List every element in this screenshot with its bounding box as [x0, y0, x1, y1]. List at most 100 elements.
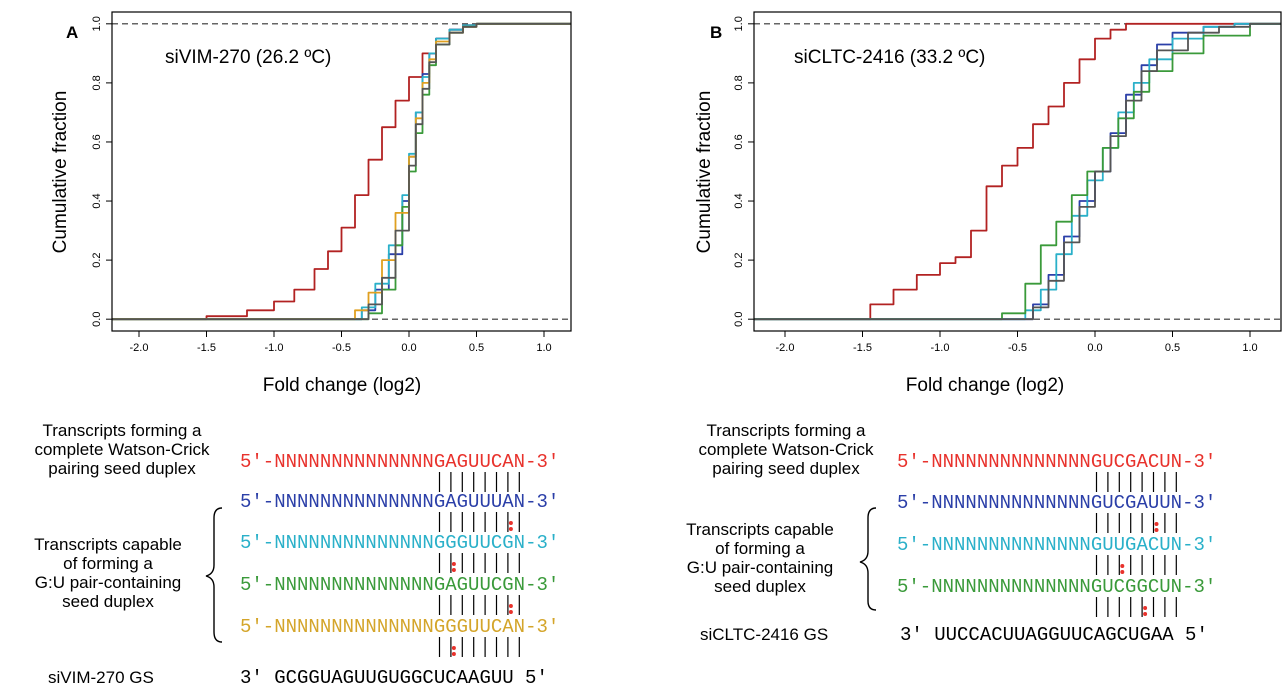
- panel-a-y-tick-label-0: 0.0: [91, 312, 103, 327]
- alignment-a-row-2-prefix: 5′-NNNNNNNNNNNNNN: [240, 532, 434, 554]
- alignment-b-row-0-seed: GUCGACUN: [1091, 451, 1182, 473]
- panel-a-x-tick-label-2: -1.0: [265, 342, 284, 354]
- alignment-a-row-0-prefix: 5′-NNNNNNNNNNNNNN: [240, 451, 434, 473]
- alignment-a-row-4-prefix: 5′-NNNNNNNNNNNNNN: [240, 616, 434, 638]
- panel-a-y-tick-label-2: 0.4: [91, 193, 103, 208]
- alignment-a-row-0: 5′-NNNNNNNNNNNNNNGAGUUCAN-3′: [240, 451, 559, 473]
- alignment-b-guide-label: siCLTC-2416 GS: [700, 625, 828, 644]
- alignment-b-row-2-seed: GUUGACUN: [1091, 534, 1182, 556]
- panel-b-letter: B: [710, 23, 722, 42]
- alignment-a-row-3-prefix: 5′-NNNNNNNNNNNNNN: [240, 574, 434, 596]
- alignment-b-row-3-suffix: -3′: [1182, 576, 1216, 598]
- alignment-a-perfect-caption-2: complete Watson-Crick: [34, 440, 210, 459]
- alignment-b-row-1-wobble-dot-bottom: [1154, 528, 1159, 532]
- panel-a-y-tick-label-3: 0.6: [91, 134, 103, 149]
- panel-a-x-tick-label-4: 0.0: [401, 342, 416, 354]
- alignment-b-perfect-caption-1: Transcripts forming a: [706, 421, 866, 440]
- panel-b-y-tick-label-1: 0.2: [733, 252, 745, 267]
- alignment-b-guide-sequence: 3′ UUCCACUUAGGUUCAGCUGAA 5′: [900, 624, 1208, 646]
- panel-b-series-line-4: [754, 22, 1281, 321]
- panel-a-x-tick-label-0: -2.0: [130, 342, 149, 354]
- panel-a-x-tick-label-5: 0.5: [469, 342, 484, 354]
- panel-b-x-tick-label-5: 0.5: [1165, 342, 1180, 354]
- alignment-a-gu-caption-1: Transcripts capable: [34, 535, 182, 554]
- panel-b-x-tick-label-2: -1.0: [931, 342, 950, 354]
- panel-a-series-line-5: [112, 22, 571, 321]
- alignment-b-gu-caption-4: seed duplex: [714, 577, 806, 596]
- panel-b-y-tick-label-0: 0.0: [733, 312, 745, 327]
- panel-a-x-tick-label-6: 1.0: [536, 342, 551, 354]
- alignment-a-row-1-wobble-dot-bottom: [508, 527, 513, 531]
- alignment-a-row-1-seed: GAGUUUAN: [434, 491, 525, 513]
- alignment-b-row-1-suffix: -3′: [1182, 492, 1216, 514]
- alignment-b-row-2-wobble-dot-bottom: [1120, 570, 1125, 574]
- alignment-b-row-1: 5′-NNNNNNNNNNNNNNGUCGAUUN-3′: [897, 492, 1216, 514]
- alignment-a-gu-caption-4: seed duplex: [62, 592, 154, 611]
- panel-a-y-tick-label-5: 1.0: [91, 16, 103, 31]
- alignment-a-row-2-wobble-dot-bottom: [451, 568, 456, 572]
- alignment-b-row-0: 5′-NNNNNNNNNNNNNNGUCGACUN-3′: [897, 451, 1216, 473]
- panel-a-x-axis-title: Fold change (log2): [263, 375, 421, 396]
- panel-b-y-tick-label-4: 0.8: [733, 75, 745, 90]
- alignment-b-row-2-wobble-dot-top: [1120, 564, 1125, 568]
- panel-a-y-axis-title: Cumulative fraction: [50, 91, 71, 254]
- panel-b-x-axis-title: Fold change (log2): [906, 375, 1064, 396]
- panel-b-series-line-1: [754, 22, 1281, 321]
- alignment-a-row-4-suffix: -3′: [525, 616, 559, 638]
- alignment-a-row-3-suffix: -3′: [525, 574, 559, 596]
- alignment-a-row-1-prefix: 5′-NNNNNNNNNNNNNN: [240, 491, 434, 513]
- panel-b-x-tick-label-3: -0.5: [1008, 342, 1027, 354]
- alignment-b-row-3-seed: GUCGGCUN: [1091, 576, 1182, 598]
- panel-a-y-tick-label-4: 0.8: [91, 75, 103, 90]
- panel-a-series-line-3: [112, 22, 571, 321]
- alignment-a-row-3-wobble-dot-top: [508, 604, 513, 608]
- panel-b-y-axis-title: Cumulative fraction: [694, 91, 715, 254]
- alignment-a-perfect-caption-1: Transcripts forming a: [42, 421, 202, 440]
- alignment-b-row-3-prefix: 5′-NNNNNNNNNNNNNN: [897, 576, 1091, 598]
- alignment-a-row-3: 5′-NNNNNNNNNNNNNNGAGUUCGN-3′: [240, 574, 559, 596]
- alignment-b-brace: [859, 507, 877, 611]
- alignment-b-row-0-suffix: -3′: [1182, 451, 1216, 473]
- panel-a-chart: A siVIM-270 (26.2 ºC) Fold change (log2)…: [50, 11, 572, 396]
- alignment-a-row-4-wobble-dot-bottom: [451, 652, 456, 656]
- alignment-b-gu-caption-2: of forming a: [715, 539, 805, 558]
- alignment-a-row-2: 5′-NNNNNNNNNNNNNNGGGUUCGN-3′: [240, 532, 559, 554]
- alignment-a-gu-caption-2: of forming a: [63, 554, 153, 573]
- alignment-a-row-1: 5′-NNNNNNNNNNNNNNGAGUUUAN-3′: [240, 491, 559, 513]
- alignment-a-row-1-wobble-dot-top: [508, 521, 513, 525]
- alignment-b-row-2-suffix: -3′: [1182, 534, 1216, 556]
- alignment-b-row-0-prefix: 5′-NNNNNNNNNNNNNN: [897, 451, 1091, 473]
- alignment-b-row-1-prefix: 5′-NNNNNNNNNNNNNN: [897, 492, 1091, 514]
- panel-a-series-line-1: [112, 22, 571, 321]
- alignment-b-row-1-wobble-dot-top: [1154, 522, 1159, 526]
- alignment-b-perfect-caption-3: pairing seed duplex: [712, 459, 860, 478]
- panel-a-y-tick-label-1: 0.2: [91, 252, 103, 267]
- panel-a-series-line-4: [112, 22, 571, 321]
- alignment-b: Transcripts forming a complete Watson-Cr…: [686, 421, 1216, 646]
- panel-b-y-tick-label-3: 0.6: [733, 134, 745, 149]
- alignment-a-row-2-wobble-dot-top: [451, 562, 456, 566]
- alignment-a-guide-label: siVIM-270 GS: [48, 668, 154, 687]
- alignment-a-brace: [205, 507, 223, 643]
- alignment-a-row-2-suffix: -3′: [525, 532, 559, 554]
- panel-b-series-line-3: [754, 22, 1281, 321]
- alignment-a: Transcripts forming a complete Watson-Cr…: [34, 421, 559, 687]
- panel-b-y-tick-label-2: 0.4: [733, 193, 745, 208]
- panel-a-x-tick-label-3: -0.5: [332, 342, 351, 354]
- panel-b-chart: B siCLTC-2416 (33.2 ºC) Fold change (log…: [694, 11, 1282, 396]
- panel-b-x-tick-label-1: -1.5: [853, 342, 872, 354]
- alignment-a-row-4-seed: GGGUUCAN: [434, 616, 525, 638]
- alignment-b-gu-caption-3: G:U pair-containing: [687, 558, 833, 577]
- alignment-a-gu-caption-3: G:U pair-containing: [35, 573, 181, 592]
- alignment-a-row-4: 5′-NNNNNNNNNNNNNNGGGUUCAN-3′: [240, 616, 559, 638]
- panel-a-series-line-2: [112, 22, 571, 321]
- alignment-b-row-2-prefix: 5′-NNNNNNNNNNNNNN: [897, 534, 1091, 556]
- panel-b-series-line-2: [754, 22, 1281, 321]
- panel-b-x-tick-label-0: -2.0: [776, 342, 795, 354]
- alignment-b-row-1-seed: GUCGAUUN: [1091, 492, 1182, 514]
- alignment-a-row-4-wobble-dot-top: [451, 646, 456, 650]
- alignment-a-row-2-seed: GGGUUCGN: [434, 532, 525, 554]
- panel-b-inset-title: siCLTC-2416 (33.2 ºC): [794, 47, 985, 68]
- panel-b-x-tick-label-4: 0.0: [1087, 342, 1102, 354]
